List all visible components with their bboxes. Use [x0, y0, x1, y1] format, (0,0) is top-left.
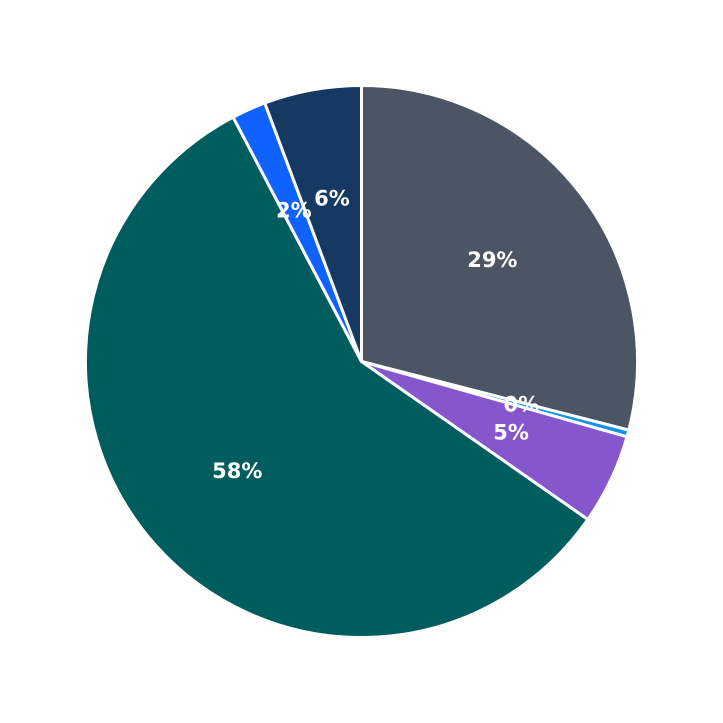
- pie-slices: [84, 84, 639, 639]
- pie-labels: 29% 0% 5% 58% 2% 6%: [212, 187, 539, 483]
- pie-slice-label-4: 2%: [276, 198, 312, 222]
- pie-slice-label-2: 5%: [493, 420, 529, 444]
- pie-slice-5: [263, 84, 363, 363]
- pie-slice-label-1: 0%: [504, 393, 540, 417]
- pie-slice-label-3: 58%: [212, 459, 262, 483]
- pie-slice-3: [84, 115, 590, 639]
- pie-slice-label-5: 6%: [314, 187, 350, 211]
- pie-slice-label-0: 29%: [467, 248, 517, 272]
- pie-slice-0: [360, 84, 639, 432]
